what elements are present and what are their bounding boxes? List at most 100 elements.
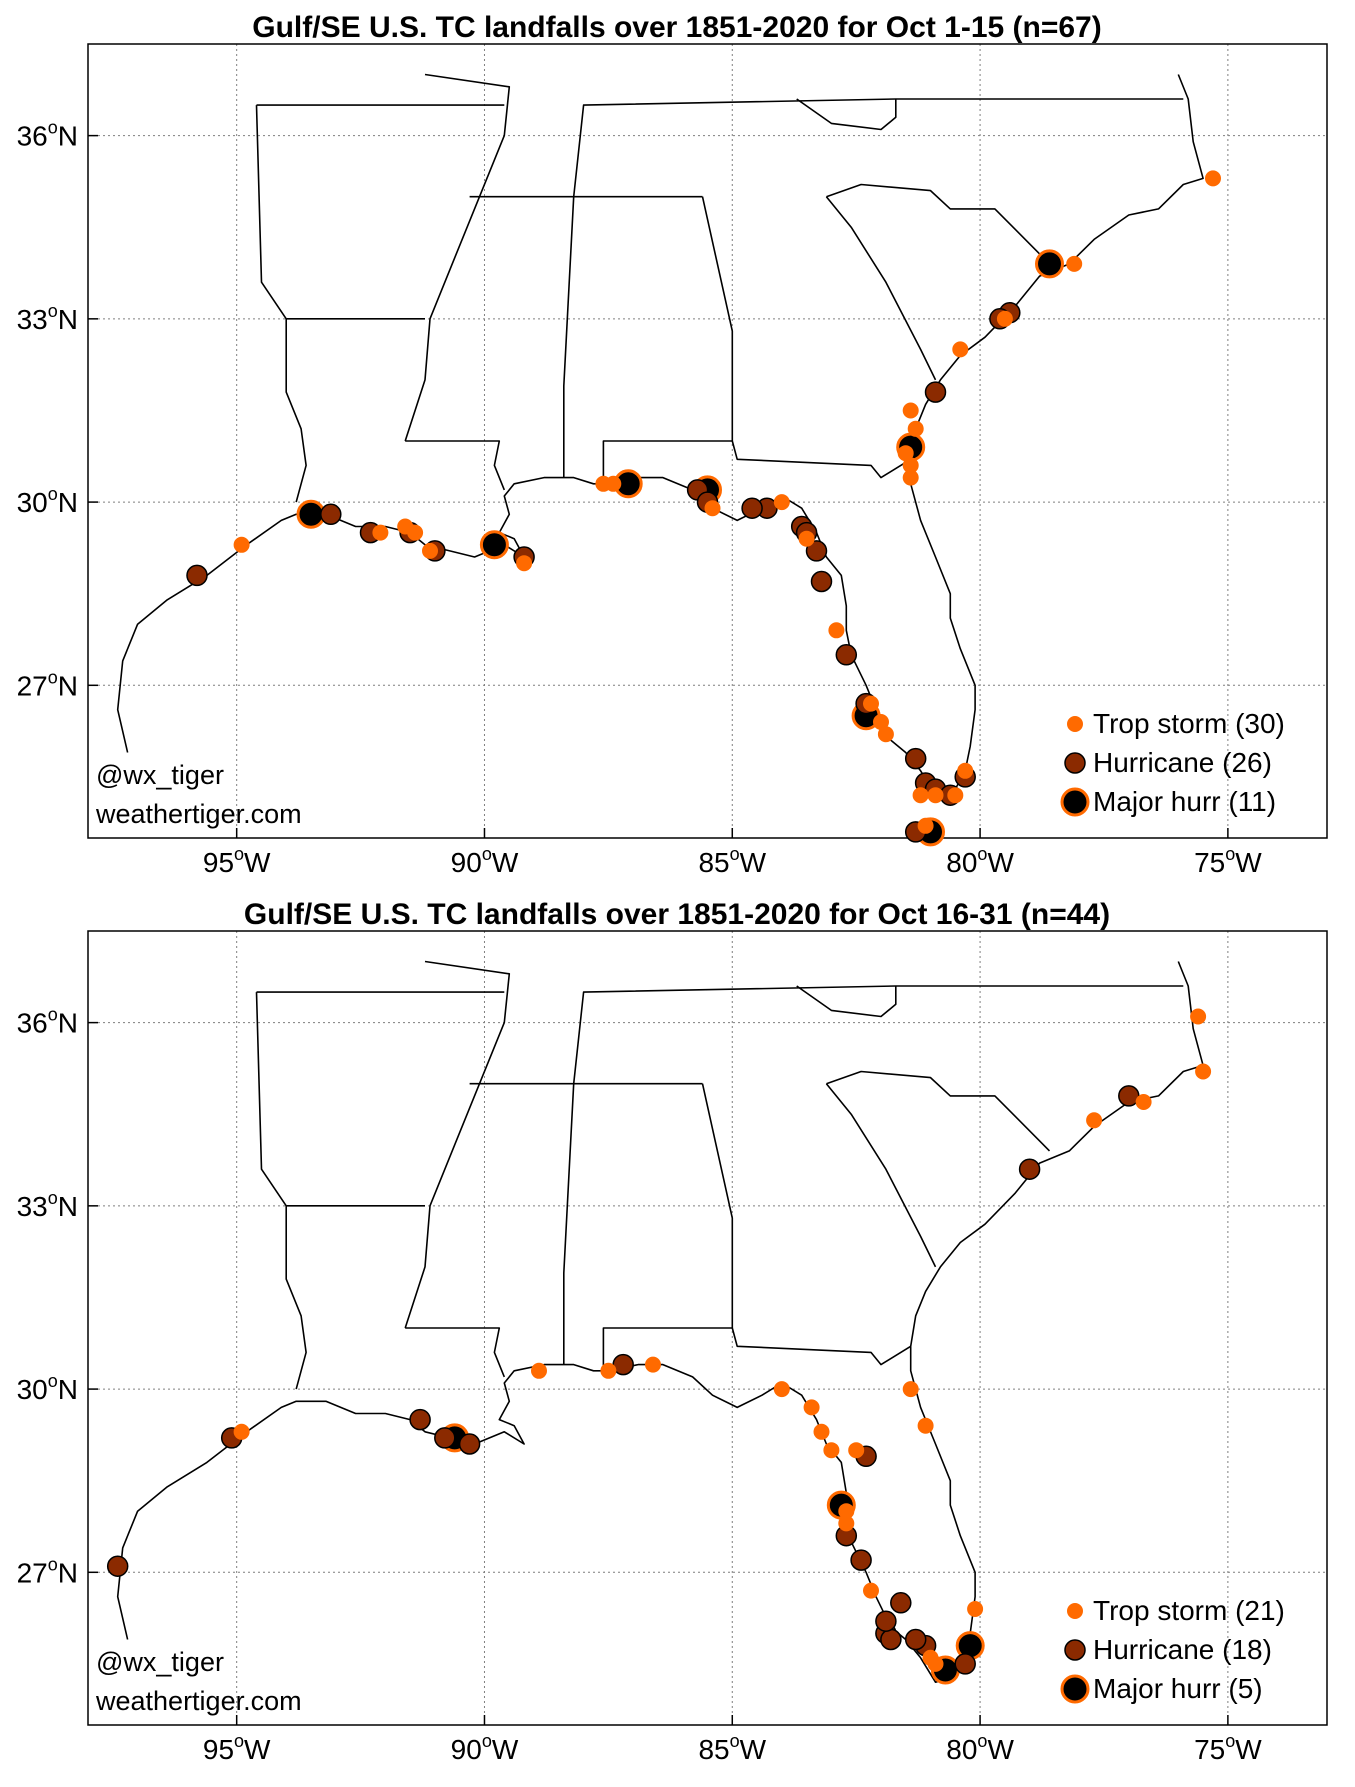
credit-site: weathertiger.com xyxy=(95,799,302,829)
plot-frame xyxy=(87,930,1328,1726)
trop-storm-marker xyxy=(1195,1063,1212,1080)
trop-storm-marker xyxy=(917,817,934,834)
trop-storm-marker xyxy=(645,1356,661,1373)
trop-storm-marker xyxy=(902,469,919,486)
hurricane-marker xyxy=(924,381,947,403)
basemap xyxy=(116,73,1204,796)
legend-marker-mh xyxy=(1060,787,1090,817)
trop-storm-marker xyxy=(877,726,894,743)
hurricane-marker xyxy=(880,1628,902,1651)
panel-title: Gulf/SE U.S. TC landfalls over 1851-2020… xyxy=(252,11,1101,44)
trop-storm-marker xyxy=(233,1423,250,1440)
state-border xyxy=(405,440,506,491)
state-border xyxy=(731,440,912,479)
trop-storm-marker xyxy=(773,494,790,511)
landfall-markers xyxy=(186,170,1221,847)
legend-label: Hurricane (26) xyxy=(1093,747,1272,778)
trop-storm-marker xyxy=(422,542,438,559)
state-border xyxy=(255,992,287,1207)
trop-storm-marker xyxy=(917,1417,934,1434)
legend-label: Trop storm (30) xyxy=(1093,708,1285,739)
state-border xyxy=(731,1327,912,1366)
map-panel-oct-1-15: Gulf/SE U.S. TC landfalls over 1851-2020… xyxy=(17,11,1328,878)
trop-storm-marker xyxy=(1135,1094,1152,1110)
state-border xyxy=(255,105,287,320)
hurricane-marker xyxy=(805,540,828,562)
trop-storm-marker xyxy=(595,475,612,492)
trop-storm-marker xyxy=(863,695,879,712)
state-border xyxy=(796,98,897,131)
x-tick-label: 85oW xyxy=(698,1731,766,1765)
x-tick-label: 75oW xyxy=(1194,844,1262,878)
y-tick-label: 33oN xyxy=(17,1188,78,1222)
panel-title: Gulf/SE U.S. TC landfalls over 1851-2020… xyxy=(244,898,1110,931)
hurricane-marker xyxy=(409,1408,431,1431)
state-border xyxy=(404,960,511,1329)
hurricane-marker xyxy=(458,1433,481,1455)
hurricane-marker xyxy=(835,644,858,666)
y-tick-label: 30oN xyxy=(17,484,78,518)
x-tick-label: 75oW xyxy=(1194,1731,1262,1765)
legend-label: Major hurr (5) xyxy=(1093,1673,1263,1704)
landfall-markers xyxy=(106,1008,1212,1685)
trop-storm-marker xyxy=(848,1442,865,1459)
trop-storm-marker xyxy=(947,787,964,804)
plot-frame xyxy=(87,43,1328,839)
legend-marker-hu xyxy=(1064,1639,1086,1661)
trop-storm-marker xyxy=(397,518,414,535)
trop-storm-marker xyxy=(798,530,815,547)
hurricane-marker xyxy=(875,1610,897,1632)
trop-storm-marker xyxy=(996,310,1013,327)
trop-storm-marker xyxy=(773,1381,790,1398)
hurricane-marker xyxy=(106,1555,129,1577)
x-tick-label: 80oW xyxy=(946,844,1014,878)
trop-storm-marker xyxy=(863,1582,879,1599)
hurricane-marker xyxy=(810,570,833,593)
trop-storm-marker xyxy=(1205,170,1221,187)
major-hurricane-marker xyxy=(479,530,509,560)
credit-site: weathertiger.com xyxy=(95,1686,302,1716)
state-border xyxy=(405,1327,506,1378)
trop-storm-marker xyxy=(823,1442,840,1459)
trop-storm-marker xyxy=(922,1649,939,1666)
credit: @wx_tiger weathertiger.com xyxy=(95,760,302,829)
trop-storm-marker xyxy=(600,1362,617,1379)
state-border xyxy=(796,985,897,1018)
trop-storm-marker xyxy=(813,1423,830,1440)
legend-marker-ts xyxy=(1067,1603,1083,1619)
state-border xyxy=(563,196,575,478)
y-tick-label: 27oN xyxy=(17,1554,78,1588)
legend: Trop storm (21) Hurricane (18) Major hurr … xyxy=(1060,1595,1285,1704)
credit-handle: @wx_tiger xyxy=(96,1647,224,1677)
legend-label: Major hurr (11) xyxy=(1093,786,1276,817)
y-tick-label: 30oN xyxy=(17,1371,78,1405)
hurricane-marker xyxy=(741,497,763,519)
trop-storm-marker xyxy=(372,524,389,541)
hurricane-marker xyxy=(434,1427,456,1449)
major-hurricane-marker xyxy=(1035,249,1064,279)
state-border xyxy=(563,1083,575,1365)
state-border xyxy=(825,196,937,381)
trop-storm-marker xyxy=(902,1381,919,1398)
x-tick-label: 95oW xyxy=(203,1731,271,1765)
trop-storm-marker xyxy=(531,1362,547,1379)
trop-storm-marker xyxy=(803,1399,820,1416)
y-tick-label: 33oN xyxy=(17,301,78,335)
state-border xyxy=(825,1083,937,1268)
hurricane-marker xyxy=(904,747,927,770)
legend-label: Trop storm (21) xyxy=(1093,1595,1285,1626)
state-border xyxy=(602,1083,734,1371)
legend-marker-mh xyxy=(1060,1674,1090,1704)
state-border xyxy=(572,98,1184,197)
state-border xyxy=(826,183,1051,265)
legend: Trop storm (30) Hurricane (26) Major hurr … xyxy=(1060,708,1285,817)
state-border xyxy=(404,73,511,442)
trop-storm-marker xyxy=(233,536,250,553)
hurricane-marker xyxy=(186,564,208,587)
x-tick-label: 90oW xyxy=(451,1731,519,1765)
trop-storm-marker xyxy=(967,1601,984,1617)
y-tick-label: 36oN xyxy=(17,1005,78,1039)
trop-storm-marker xyxy=(1190,1008,1207,1025)
trop-storm-marker xyxy=(927,787,944,804)
hurricane-marker xyxy=(320,503,342,526)
